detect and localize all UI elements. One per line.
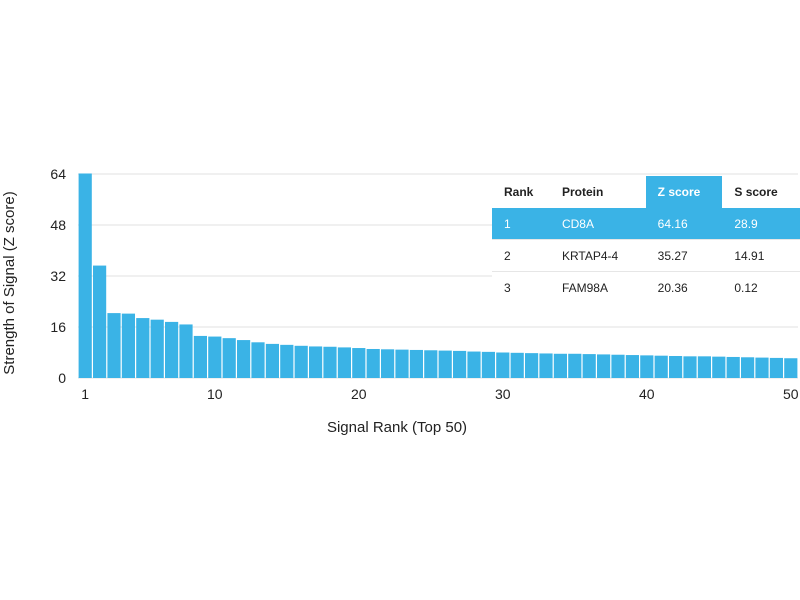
bar-series (78, 173, 798, 378)
top-proteins-table: Rank Protein Z score S score 1 CD8A 64.1… (492, 176, 800, 303)
y-tick-label: 48 (50, 217, 66, 233)
bar (582, 354, 596, 378)
bar (366, 348, 380, 378)
bar (726, 356, 740, 378)
rank-cell: 2 (492, 239, 550, 272)
bar (78, 173, 92, 378)
x-axis-title: Signal Rank (Top 50) (327, 419, 467, 436)
bar (337, 347, 351, 378)
y-tick-label: 32 (50, 268, 66, 284)
bar (755, 357, 769, 378)
bar (769, 357, 783, 378)
protein-cell: KRTAP4-4 (549, 239, 646, 272)
bar (741, 357, 755, 378)
table-header-row: Rank Protein Z score S score (492, 176, 800, 208)
y-tick-label: 64 (50, 166, 66, 182)
bar (352, 348, 366, 378)
bar (568, 353, 582, 378)
bar (121, 313, 135, 378)
bar (150, 319, 164, 378)
bar (193, 335, 207, 378)
y-axis-title: Strength of Signal (Z score) (1, 191, 18, 374)
bar (784, 358, 798, 378)
bar (323, 346, 337, 378)
x-tick-label: 1 (81, 386, 89, 402)
bar (669, 356, 683, 378)
bar (294, 345, 308, 378)
s-score-cell: 14.91 (722, 239, 800, 272)
rank-cell: 3 (504, 280, 511, 295)
bar (625, 355, 639, 378)
bar (481, 351, 495, 378)
bar (237, 340, 251, 378)
x-tick-label: 30 (495, 386, 511, 402)
x-tick-label: 10 (207, 386, 223, 402)
bar (309, 346, 323, 378)
bar (409, 349, 423, 378)
x-tick-label: 50 (783, 386, 799, 402)
z-score-cell: 35.27 (645, 239, 723, 272)
z-score-cell: 64.16 (645, 208, 723, 240)
bar (496, 352, 510, 378)
bar (136, 318, 150, 378)
y-tick-label: 16 (50, 319, 66, 335)
bar (438, 350, 452, 378)
s-score-header: S score (734, 185, 778, 199)
bar (510, 352, 524, 378)
protein-cell: FAM98A (561, 280, 608, 295)
y-axis-ticks: 0 16 32 48 64 (50, 166, 66, 386)
bar (265, 343, 279, 378)
z-score-cell: 20.36 (657, 280, 688, 295)
bar (467, 351, 481, 378)
bar (697, 356, 711, 378)
protein-cell: CD8A (549, 208, 646, 240)
x-axis-ticks: 1 10 20 30 40 50 (81, 386, 798, 402)
x-tick-label: 20 (351, 386, 367, 402)
bar (222, 338, 236, 378)
bar (539, 353, 553, 378)
s-score-cell: 28.9 (722, 208, 800, 240)
table-row[interactable]: 3 FAM98A 20.36 0.12 (492, 272, 800, 304)
y-tick-label: 0 (58, 370, 66, 386)
s-score-cell: 0.12 (734, 280, 758, 295)
table-row[interactable]: 1 CD8A 64.16 28.9 (492, 208, 800, 240)
rank-cell: 1 (492, 208, 550, 240)
bar (280, 344, 294, 378)
bar (208, 336, 222, 378)
bar (395, 349, 409, 378)
bar (640, 355, 654, 378)
rank-header: Rank (504, 185, 534, 199)
bar (525, 353, 539, 378)
bar (179, 324, 193, 378)
bar (93, 265, 107, 378)
bar (611, 354, 625, 378)
bar (453, 350, 467, 378)
bar (553, 353, 567, 378)
bar (424, 350, 438, 378)
bar (683, 356, 697, 378)
protein-header: Protein (561, 185, 604, 199)
bar (712, 356, 726, 378)
bar (381, 349, 395, 378)
bar (597, 354, 611, 378)
z-score-header: Z score (645, 176, 723, 208)
bar (654, 355, 668, 378)
x-tick-label: 40 (639, 386, 655, 402)
bar (251, 342, 265, 378)
bar (107, 313, 121, 378)
bar (165, 321, 179, 378)
table-row[interactable]: 2 KRTAP4-4 35.27 14.91 (492, 239, 800, 272)
